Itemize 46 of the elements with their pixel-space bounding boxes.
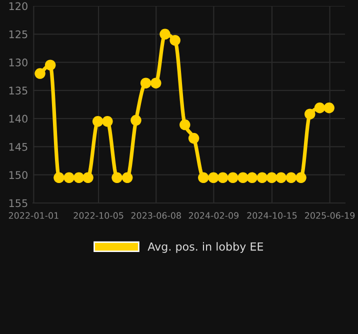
point xyxy=(198,172,209,184)
y-tick-label: 130 xyxy=(9,58,28,66)
y-tick-label: 150 xyxy=(9,171,28,179)
point xyxy=(112,172,122,184)
point xyxy=(208,172,219,184)
point xyxy=(246,172,258,184)
x-tick-label: 2025-06-19 xyxy=(305,212,355,219)
x-tick-label: 2023-06-08 xyxy=(131,212,181,219)
x-tick-label: 2024-10-15 xyxy=(247,212,297,219)
point xyxy=(228,172,238,184)
point xyxy=(314,102,326,114)
x-tick-label: 2022-01-01 xyxy=(8,212,58,219)
point xyxy=(122,172,133,184)
x-tick-label: 2022-10-05 xyxy=(74,212,124,219)
point xyxy=(304,108,316,120)
point xyxy=(238,172,248,184)
y-tick-label: 145 xyxy=(9,143,28,151)
point xyxy=(296,172,306,184)
point xyxy=(73,172,84,184)
y-tick-label: 155 xyxy=(9,199,28,208)
point xyxy=(34,68,46,79)
point xyxy=(82,172,94,184)
point xyxy=(286,172,297,184)
point xyxy=(92,116,104,127)
point xyxy=(44,60,56,70)
y-tick-label: 125 xyxy=(9,30,28,38)
point xyxy=(276,172,286,184)
point xyxy=(160,28,170,40)
point xyxy=(170,34,180,46)
y-tick-label: 140 xyxy=(9,114,28,123)
x-tick-label: 2024-02-09 xyxy=(188,212,239,219)
point xyxy=(64,172,74,184)
point xyxy=(256,172,268,184)
point xyxy=(140,78,152,88)
point xyxy=(150,78,162,88)
y-tick-label: 135 xyxy=(9,86,28,95)
point xyxy=(266,172,278,184)
legend-label: Avg. pos. in lobby EE xyxy=(148,242,264,253)
point xyxy=(54,172,64,184)
point xyxy=(102,116,113,127)
y-tick-label: 120 xyxy=(9,2,28,10)
point xyxy=(130,114,142,126)
point xyxy=(188,132,200,144)
point xyxy=(217,172,228,184)
point xyxy=(324,102,334,114)
point xyxy=(180,119,190,130)
